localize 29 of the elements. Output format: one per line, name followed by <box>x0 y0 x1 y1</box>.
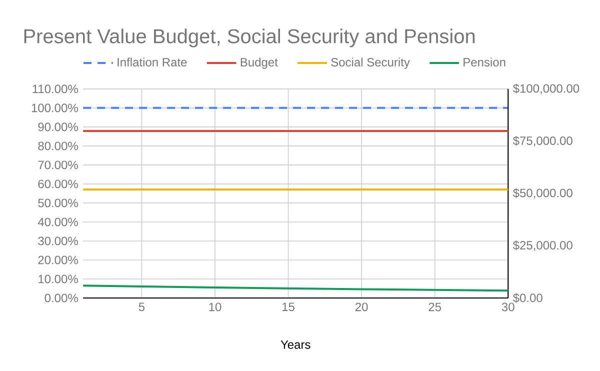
x-tick-label: 20 <box>355 302 368 312</box>
y-tick-label: 30.00% <box>38 236 78 246</box>
y2-tick-label: $25,000.00 <box>512 240 572 251</box>
x-axis-title: Years <box>280 340 310 349</box>
y-tick-label: 80.00% <box>38 142 78 150</box>
y-tick-label: 20.00% <box>38 256 78 264</box>
y2-tick-label: $75,000.00 <box>512 136 572 146</box>
y-tick-label: 0.00% <box>44 294 78 302</box>
x-tick-label: 30 <box>502 302 514 312</box>
y-tick-label: 60.00% <box>38 180 78 188</box>
y-tick-label: 110.00% <box>32 84 78 94</box>
y2-tick-label: $50,000.00 <box>512 188 572 199</box>
x-tick-label: 15 <box>282 302 294 312</box>
x-tick-label: 25 <box>428 302 442 312</box>
chart-title: Present Value Budget, Social Security and Pension <box>24 28 475 48</box>
x-tick-label: 10 <box>209 302 222 312</box>
y-tick-label: 10.00% <box>38 274 78 284</box>
legend-label: Social Security <box>331 58 410 69</box>
y2-tick-label: $0.00 <box>512 293 542 303</box>
legend-label: Budget <box>240 58 278 69</box>
legend-label: Inflation Rate <box>118 58 187 66</box>
x-tick-label: 5 <box>138 302 145 312</box>
y-tick-label: 40.00% <box>38 218 78 226</box>
legend-label: Pension <box>464 58 506 66</box>
y-tick-label: 50.00% <box>38 198 78 208</box>
y-tick-label: 90.00% <box>38 122 78 132</box>
y2-tick-label: $100,000.00 <box>512 84 580 94</box>
y-tick-label: 100.00% <box>32 104 78 112</box>
y-tick-label: 70.00% <box>38 160 78 170</box>
